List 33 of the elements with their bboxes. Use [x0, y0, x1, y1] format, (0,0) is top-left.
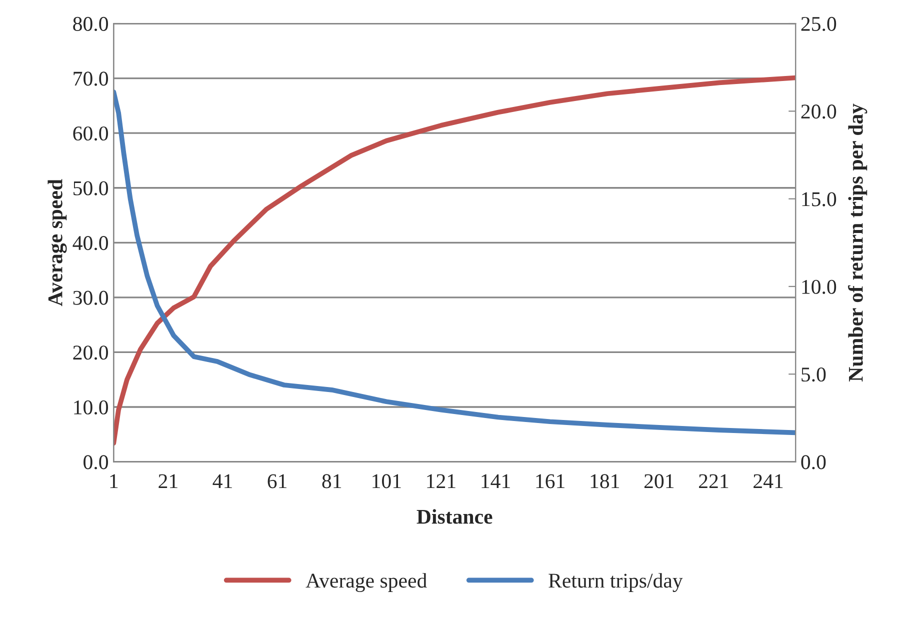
x-tick-label: 121: [427, 474, 456, 488]
legend-label: Return trips/day: [548, 573, 683, 592]
x-tick-label: 81: [322, 474, 342, 488]
x-tick-label: 161: [536, 474, 564, 488]
x-tick-label: 141: [482, 474, 510, 488]
y-axis-title: Average speed: [48, 179, 67, 306]
x-tick-label: 201: [644, 474, 674, 488]
y2-tick-label: 0.0: [801, 455, 826, 470]
x-tick-label: 181: [590, 474, 620, 488]
x-tick-label: 41: [212, 474, 232, 488]
x-tick-label: 21: [158, 474, 178, 488]
y2-tick-label: 25.0: [801, 16, 836, 32]
x-tick-label: 61: [268, 474, 286, 488]
y-tick-label: 20.0: [73, 346, 108, 360]
y2-tick-label: 20.0: [801, 104, 836, 119]
y-tick-label: 60.0: [73, 126, 108, 141]
y-tick-label: 30.0: [73, 290, 108, 305]
x-tick-label: 221: [699, 474, 728, 488]
y2-tick-label: 5.0: [802, 368, 826, 382]
y-tick-label: 10.0: [74, 400, 108, 415]
y-tick-label: 80.0: [73, 16, 108, 32]
y2-axis-title: Number of return trips per day: [848, 104, 868, 382]
y2-tick-label: 15.0: [802, 192, 836, 206]
y-tick-label: 70.0: [74, 72, 108, 86]
x-tick-label: 101: [372, 474, 401, 488]
y-tick-label: 50.0: [74, 181, 108, 196]
x-axis-title: Distance: [416, 509, 492, 524]
x-tick-label: 1: [110, 474, 118, 488]
y2-tick-label: 10.0: [802, 280, 836, 294]
y-tick-label: 40.0: [72, 236, 108, 250]
legend-label: Average speed: [306, 573, 427, 592]
x-tick-label: 241: [754, 474, 783, 488]
y-tick-label: 0.0: [84, 455, 108, 470]
